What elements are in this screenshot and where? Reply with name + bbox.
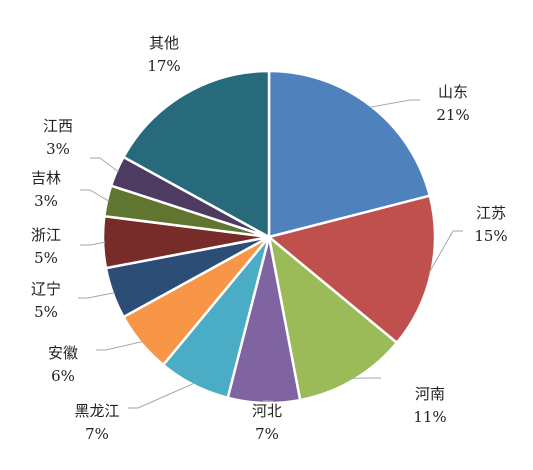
slice-label-name-6: 安徽	[48, 344, 78, 362]
leader-line-7	[78, 292, 115, 299]
slice-label-name-7: 辽宁	[31, 280, 61, 298]
slice-label-name-8: 浙江	[31, 226, 61, 244]
slice-label-value-5: 7%	[85, 425, 109, 443]
slice-label-value-3: 11%	[413, 408, 446, 426]
pie-slices	[101, 69, 437, 405]
leader-line-8	[80, 241, 106, 246]
slice-label-name-9: 吉林	[31, 169, 61, 187]
leader-lines	[78, 99, 463, 409]
slice-label-name-11: 其他	[149, 34, 179, 52]
slice-label-value-1: 21%	[436, 106, 469, 124]
leader-line-6	[96, 341, 143, 351]
slice-label-value-9: 3%	[34, 192, 58, 210]
pie-slice-11	[121, 69, 271, 240]
slice-label-name-1: 山东	[438, 83, 468, 101]
slice-label-value-11: 17%	[147, 57, 180, 75]
slice-label-value-10: 3%	[46, 140, 70, 158]
leader-line-1	[369, 99, 420, 108]
slice-labels: 山东 21% 江苏 15% 河南 11% 河北 7% 黑龙江 7% 安徽 6% 辽宁 5% 浙江 5% 吉林 3%…	[31, 34, 508, 443]
leader-line-2	[428, 230, 463, 274]
slice-label-value-8: 5%	[34, 249, 58, 267]
pie-slice-2	[266, 194, 437, 345]
leader-line-5	[128, 382, 195, 409]
slice-label-value-6: 6%	[51, 367, 75, 385]
slice-label-value-2: 15%	[474, 227, 507, 245]
slice-label-value-7: 5%	[34, 303, 58, 321]
slice-label-name-2: 江苏	[476, 204, 506, 222]
slice-label-name-10: 江西	[43, 117, 73, 135]
slice-label-value-4: 7%	[255, 425, 279, 443]
leader-line-9	[80, 189, 110, 202]
slice-label-name-4: 河北	[252, 402, 282, 420]
slice-label-name-5: 黑龙江	[74, 402, 119, 420]
leader-line-10	[90, 157, 119, 173]
pie-slice-1	[267, 69, 432, 239]
slice-label-name-3: 河南	[415, 385, 445, 403]
pie-slice-3	[267, 233, 399, 402]
